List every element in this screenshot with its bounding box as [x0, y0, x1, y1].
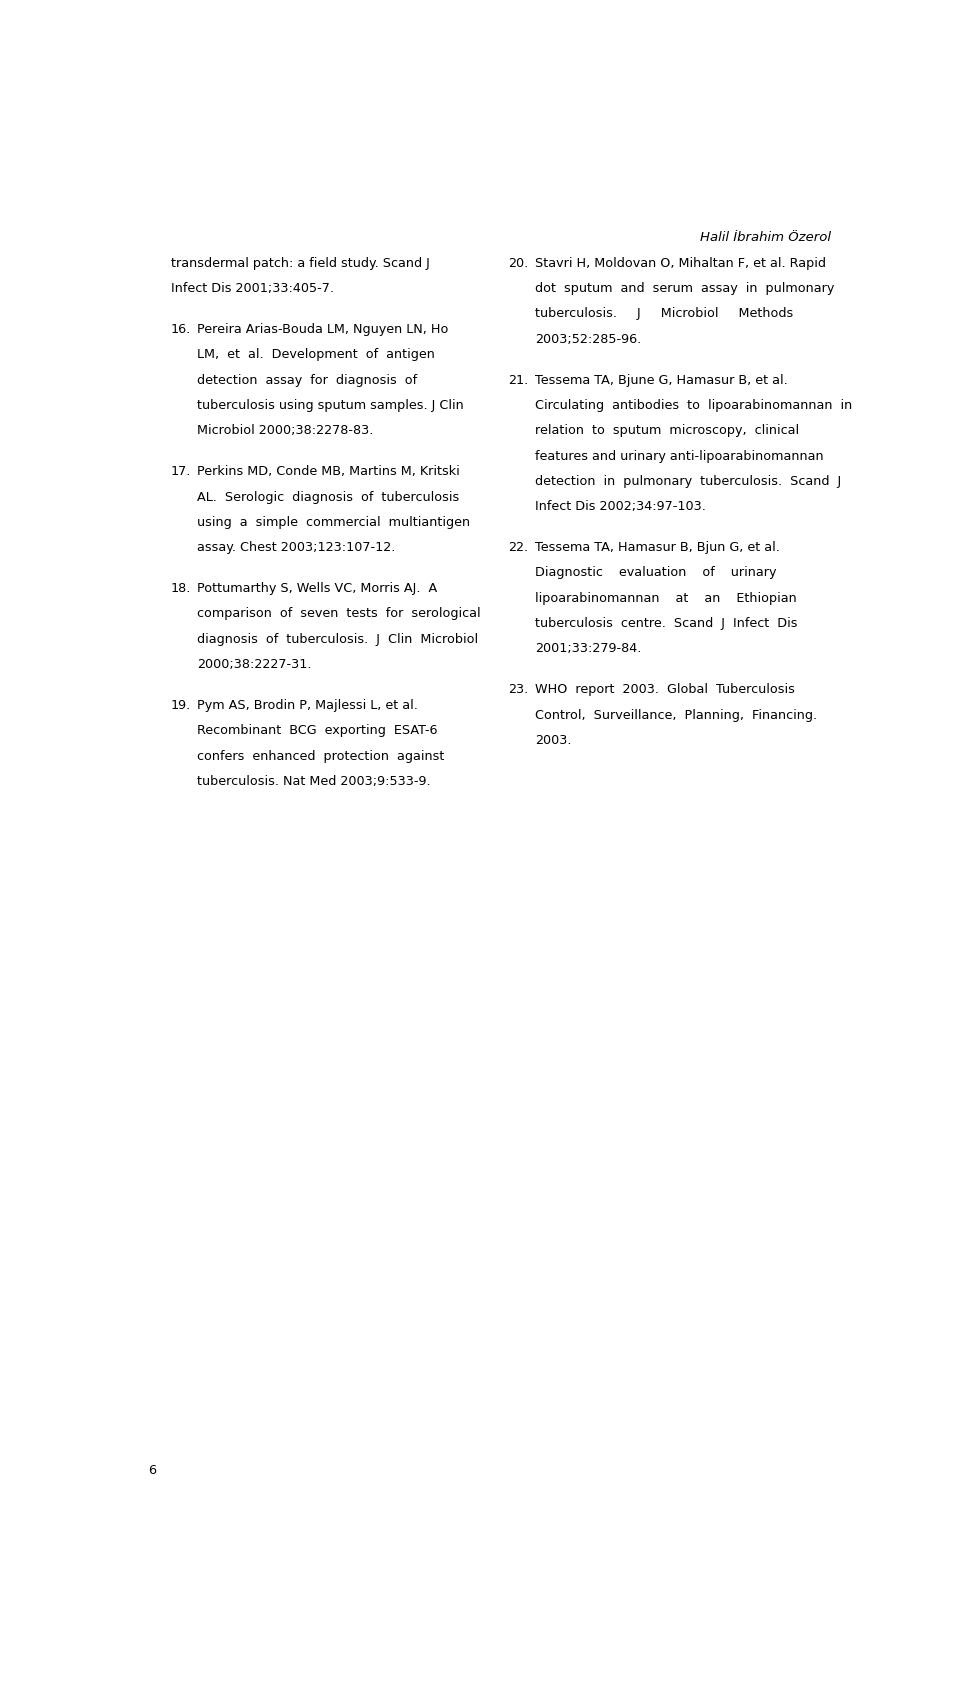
Text: Halil İbrahim Özerol: Halil İbrahim Özerol: [700, 231, 831, 244]
Text: Infect Dis 2002;34:97-103.: Infect Dis 2002;34:97-103.: [535, 501, 706, 513]
Text: using  a  simple  commercial  multiantigen: using a simple commercial multiantigen: [198, 516, 470, 529]
Text: 2003.: 2003.: [535, 733, 571, 747]
Text: 23.: 23.: [509, 683, 529, 696]
Text: Pereira Arias-Bouda LM, Nguyen LN, Ho: Pereira Arias-Bouda LM, Nguyen LN, Ho: [198, 324, 448, 336]
Text: lipoarabinomannan    at    an    Ethiopian: lipoarabinomannan at an Ethiopian: [535, 592, 797, 605]
Text: Pym AS, Brodin P, Majlessi L, et al.: Pym AS, Brodin P, Majlessi L, et al.: [198, 700, 419, 711]
Text: tuberculosis. Nat Med 2003;9:533-9.: tuberculosis. Nat Med 2003;9:533-9.: [198, 776, 431, 787]
Text: Diagnostic    evaluation    of    urinary: Diagnostic evaluation of urinary: [535, 566, 777, 580]
Text: 20.: 20.: [509, 256, 529, 270]
Text: Pottumarthy S, Wells VC, Morris AJ.  A: Pottumarthy S, Wells VC, Morris AJ. A: [198, 582, 438, 595]
Text: confers  enhanced  protection  against: confers enhanced protection against: [198, 750, 444, 762]
Text: Control,  Surveillance,  Planning,  Financing.: Control, Surveillance, Planning, Financi…: [535, 708, 817, 722]
Text: 21.: 21.: [509, 374, 529, 386]
Text: Stavri H, Moldovan O, Mihaltan F, et al. Rapid: Stavri H, Moldovan O, Mihaltan F, et al.…: [535, 256, 827, 270]
Text: Tessema TA, Bjune G, Hamasur B, et al.: Tessema TA, Bjune G, Hamasur B, et al.: [535, 374, 788, 386]
Text: tuberculosis using sputum samples. J Clin: tuberculosis using sputum samples. J Cli…: [198, 400, 464, 411]
Text: transdermal patch: a field study. Scand J: transdermal patch: a field study. Scand …: [171, 256, 429, 270]
Text: features and urinary anti-lipoarabinomannan: features and urinary anti-lipoarabinoman…: [535, 450, 824, 462]
Text: LM,  et  al.  Development  of  antigen: LM, et al. Development of antigen: [198, 349, 435, 361]
Text: Tessema TA, Hamasur B, Bjun G, et al.: Tessema TA, Hamasur B, Bjun G, et al.: [535, 541, 780, 555]
Text: Circulating  antibodies  to  lipoarabinomannan  in: Circulating antibodies to lipoarabinoman…: [535, 400, 852, 411]
Text: Microbiol 2000;38:2278-83.: Microbiol 2000;38:2278-83.: [198, 425, 373, 437]
Text: AL.  Serologic  diagnosis  of  tuberculosis: AL. Serologic diagnosis of tuberculosis: [198, 491, 460, 504]
Text: tuberculosis.     J     Microbiol     Methods: tuberculosis. J Microbiol Methods: [535, 307, 793, 320]
Text: 17.: 17.: [171, 465, 191, 479]
Text: WHO  report  2003.  Global  Tuberculosis: WHO report 2003. Global Tuberculosis: [535, 683, 795, 696]
Text: detection  in  pulmonary  tuberculosis.  Scand  J: detection in pulmonary tuberculosis. Sca…: [535, 475, 841, 487]
Text: assay. Chest 2003;123:107-12.: assay. Chest 2003;123:107-12.: [198, 541, 396, 555]
Text: 18.: 18.: [171, 582, 191, 595]
Text: 2003;52:285-96.: 2003;52:285-96.: [535, 332, 641, 346]
Text: detection  assay  for  diagnosis  of: detection assay for diagnosis of: [198, 374, 418, 386]
Text: Infect Dis 2001;33:405-7.: Infect Dis 2001;33:405-7.: [171, 282, 333, 295]
Text: 6: 6: [148, 1463, 156, 1477]
Text: diagnosis  of  tuberculosis.  J  Clin  Microbiol: diagnosis of tuberculosis. J Clin Microb…: [198, 632, 478, 646]
Text: 22.: 22.: [509, 541, 529, 555]
Text: Recombinant  BCG  exporting  ESAT-6: Recombinant BCG exporting ESAT-6: [198, 725, 438, 737]
Text: tuberculosis  centre.  Scand  J  Infect  Dis: tuberculosis centre. Scand J Infect Dis: [535, 617, 798, 631]
Text: 2001;33:279-84.: 2001;33:279-84.: [535, 642, 641, 656]
Text: relation  to  sputum  microscopy,  clinical: relation to sputum microscopy, clinical: [535, 425, 800, 437]
Text: comparison  of  seven  tests  for  serological: comparison of seven tests for serologica…: [198, 607, 481, 620]
Text: Perkins MD, Conde MB, Martins M, Kritski: Perkins MD, Conde MB, Martins M, Kritski: [198, 465, 460, 479]
Text: 19.: 19.: [171, 700, 191, 711]
Text: dot  sputum  and  serum  assay  in  pulmonary: dot sputum and serum assay in pulmonary: [535, 282, 834, 295]
Text: 2000;38:2227-31.: 2000;38:2227-31.: [198, 658, 312, 671]
Text: 16.: 16.: [171, 324, 191, 336]
